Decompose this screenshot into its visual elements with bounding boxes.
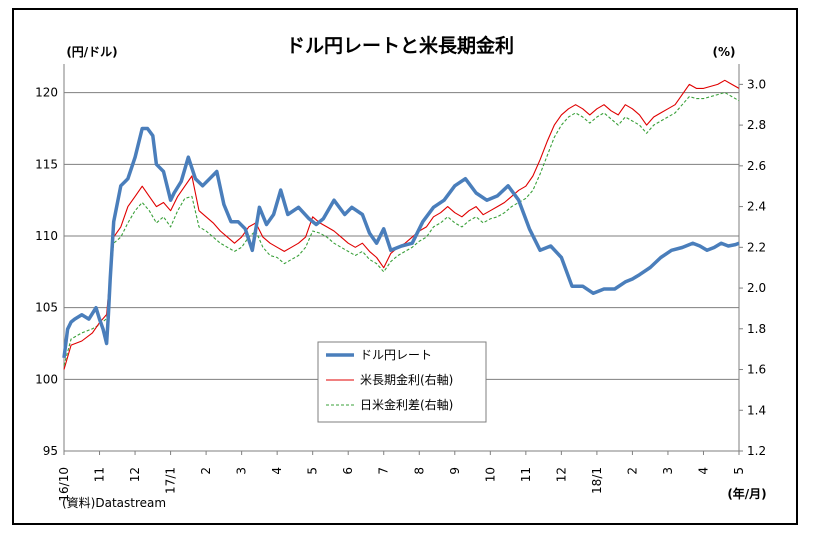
x-tick-label-18: 4 [696, 467, 710, 475]
gridlines [64, 92, 739, 452]
left-tick-label-100: 100 [35, 372, 58, 386]
right-tick-label-2.4: 2.4 [747, 200, 766, 214]
right-tick-label-2.0: 2.0 [747, 281, 766, 295]
series-line-2 [63, 91, 740, 366]
series-lines [62, 79, 740, 370]
x-tick-label-1: 11 [93, 467, 107, 482]
x-tick-label-11: 9 [448, 467, 462, 475]
left-axis-unit: (円/ドル) [66, 45, 117, 59]
legend-label-2: 日米金利差(右軸) [360, 397, 453, 412]
left-tick-label-115: 115 [35, 157, 58, 171]
x-tick-label-0: 16/10 [57, 467, 71, 502]
legend-label-0: ドル円レート [360, 348, 432, 362]
left-tick-label-120: 120 [35, 86, 58, 100]
right-tick-label-3.0: 3.0 [747, 77, 766, 91]
left-tick-label-105: 105 [35, 301, 58, 315]
x-tick-label-12: 10 [483, 467, 497, 482]
left-axis-tick-labels: 95 100 105 110 115 120 [35, 86, 58, 458]
legend-label-1: 米長期金利(右軸) [360, 372, 453, 387]
right-tick-label-2.8: 2.8 [747, 118, 766, 132]
x-tick-label-16: 2 [625, 467, 639, 475]
chart-frame [12, 8, 798, 525]
x-tick-label-6: 4 [270, 467, 284, 475]
x-tick-label-9: 7 [377, 467, 391, 475]
source-note: (資料)Datastream [62, 496, 166, 510]
x-tick-label-14: 12 [554, 467, 568, 482]
x-tick-label-8: 6 [341, 467, 355, 475]
right-tick-label-1.6: 1.6 [747, 363, 766, 377]
right-tick-label-2.2: 2.2 [747, 240, 766, 254]
x-tick-label-4: 2 [199, 467, 213, 475]
x-tick-label-15: 18/1 [590, 467, 604, 494]
x-tick-label-10: 8 [412, 467, 426, 475]
left-tick-label-95: 95 [43, 444, 58, 458]
x-tick-label-5: 3 [235, 467, 249, 475]
series-line-1 [63, 79, 740, 370]
right-tick-label-1.4: 1.4 [747, 403, 766, 417]
x-tick-label-17: 3 [661, 467, 675, 475]
x-tick-label-13: 11 [519, 467, 533, 482]
x-tick-label-7: 5 [306, 467, 320, 475]
left-tick-label-110: 110 [35, 229, 58, 243]
right-tick-label-2.6: 2.6 [747, 159, 766, 173]
chart-title: ドル円レートと米長期金利 [286, 34, 514, 57]
series-line-0 [62, 126, 740, 359]
x-tick-label-19: 5 [732, 467, 746, 475]
axes [63, 64, 740, 451]
x-axis-unit: (年/月) [727, 486, 766, 501]
x-axis-tick-labels: 16/10 11 12 17/1 2 3 4 5 6 7 8 9 10 11 12 18/1 2 3 4 5 [57, 451, 746, 502]
x-tick-label-3: 17/1 [164, 467, 178, 494]
right-axis-unit: (%) [713, 45, 736, 59]
right-axis-tick-labels: 1.2 1.4 1.6 1.8 2.0 2.2 2.4 2.6 2.8 3.0 [739, 77, 766, 458]
right-tick-label-1.2: 1.2 [747, 444, 766, 458]
right-tick-label-1.8: 1.8 [747, 322, 766, 336]
x-tick-label-2: 12 [128, 467, 142, 482]
